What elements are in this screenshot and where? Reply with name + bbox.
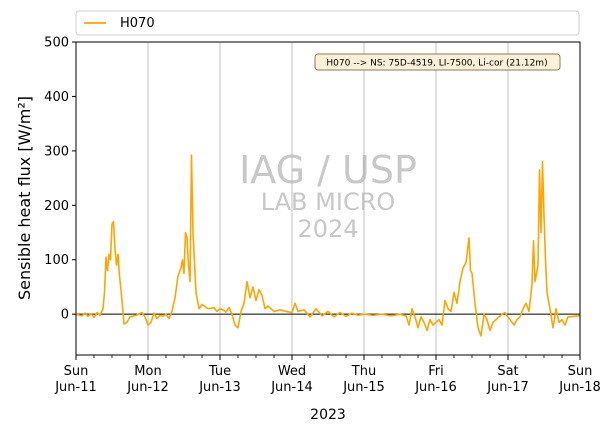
x-tick-label-date: Jun-16 bbox=[414, 380, 457, 395]
legend: H070 bbox=[75, 10, 580, 36]
annotation-text: H070 --> NS: 75D-4519, LI-7500, Li-cor (… bbox=[326, 59, 547, 69]
x-axis: SunJun-11MonJun-12TueJun-13WedJun-14ThuJ… bbox=[54, 355, 601, 395]
y-tick-label: 500 bbox=[44, 36, 69, 51]
x-tick-label-date: Jun-11 bbox=[54, 380, 97, 395]
x-tick-label-date: Jun-15 bbox=[342, 380, 385, 395]
x-tick-label-day: Tue bbox=[208, 364, 231, 379]
x-tick-label-day: Fri bbox=[428, 364, 444, 379]
watermark-line-3: 2024 bbox=[297, 215, 358, 243]
x-tick-label-day: Mon bbox=[134, 364, 161, 379]
annotation: H070 --> NS: 75D-4519, LI-7500, Li-cor (… bbox=[314, 53, 561, 71]
plot-area bbox=[76, 42, 580, 355]
x-tick-label-day: Thu bbox=[351, 364, 376, 379]
x-tick-label-day: Sun bbox=[64, 364, 89, 379]
annotation-box bbox=[314, 53, 561, 71]
y-tick-label: 0 bbox=[61, 308, 69, 323]
y-tick-label: 300 bbox=[44, 144, 69, 159]
watermark-line-2: LAB MICRO bbox=[261, 188, 396, 216]
y-axis: 0 100 200 300 400 500 bbox=[44, 36, 76, 323]
series-line-h070 bbox=[75, 154, 581, 337]
x-tick-label-date: Jun-17 bbox=[486, 380, 529, 395]
gridlines bbox=[147, 42, 509, 355]
legend-box bbox=[75, 10, 580, 36]
x-tick-label-date: Jun-18 bbox=[558, 380, 601, 395]
watermark-line-1: IAG / USP bbox=[239, 148, 417, 192]
y-tick-label: 100 bbox=[44, 253, 69, 268]
y-tick-label: 400 bbox=[44, 90, 69, 105]
watermark: IAG / USP LAB MICRO 2024 bbox=[239, 148, 417, 243]
x-axis-label: 2023 bbox=[310, 407, 346, 423]
y-axis-label: Sensible heat flux [W/m²] bbox=[15, 96, 34, 300]
x-tick-label-day: Wed bbox=[278, 364, 306, 379]
legend-label: H070 bbox=[120, 16, 155, 31]
x-tick-label-day: Sat bbox=[497, 364, 518, 379]
x-tick-label-date: Jun-13 bbox=[198, 380, 241, 395]
y-tick-label: 200 bbox=[44, 199, 69, 214]
x-tick-label-date: Jun-14 bbox=[270, 380, 313, 395]
x-tick-label-day: Sun bbox=[568, 364, 593, 379]
x-tick-label-date: Jun-12 bbox=[126, 380, 169, 395]
